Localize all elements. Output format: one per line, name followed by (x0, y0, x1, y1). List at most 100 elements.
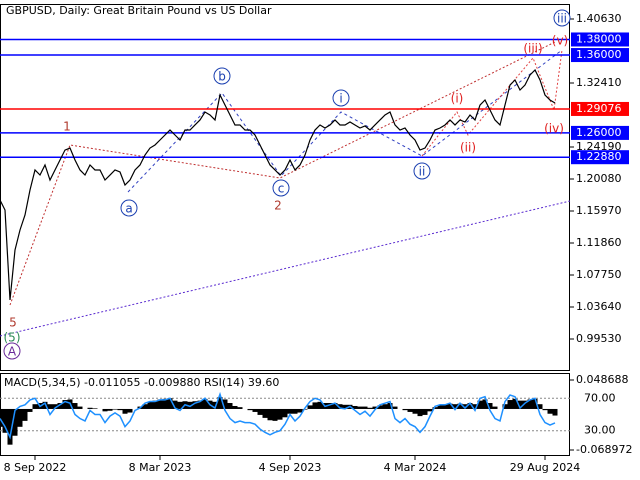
macd-bar (257, 408, 263, 415)
level-label-box (571, 150, 629, 165)
chart-title: GBPUSD, Daily: Great Britain Pound vs US… (6, 4, 272, 17)
wave-marker (3, 342, 21, 360)
macd-bar (502, 404, 508, 409)
macd-bar (427, 408, 433, 412)
rsi-line (0, 391, 556, 440)
macd-bar (337, 404, 343, 409)
macd-bar (297, 408, 303, 413)
macd-bar (72, 403, 78, 409)
macd-bar (517, 400, 523, 409)
indicator-title: MACD(5,34,5) -0.011055 -0.009880 RSI(14)… (4, 376, 279, 389)
macd-bar (432, 407, 438, 409)
y2-tick-label: 70.00 (584, 391, 616, 404)
macd-bar (392, 406, 398, 409)
macd-bar (122, 408, 128, 414)
macd-bar (92, 408, 98, 409)
macd-bar (112, 408, 118, 410)
macd-bar (477, 400, 483, 409)
macd-bar (227, 403, 233, 409)
macd-bar (452, 404, 458, 409)
macd-bar (357, 406, 363, 409)
level-label: 1.36000 (576, 48, 622, 61)
wave-label: 2 (274, 199, 282, 213)
wave-label: b (218, 70, 226, 84)
macd-bar (262, 408, 268, 418)
macd-bar (552, 408, 558, 416)
macd-bar (472, 404, 478, 409)
macd-bar (277, 408, 283, 420)
x-tick-label: 8 Sep 2022 (4, 461, 67, 474)
wave-path (9, 41, 556, 306)
macd-bar (482, 399, 488, 409)
macd-bar (377, 405, 383, 409)
y-tick-label: 1.24190 (576, 140, 622, 153)
macd-bar (217, 397, 223, 409)
level-label: 1.38000 (576, 32, 622, 45)
macd-bar (42, 401, 48, 409)
macd-bar (62, 400, 68, 409)
macd-bar (492, 406, 498, 409)
macd-bar (272, 408, 278, 421)
macd-bar (387, 403, 393, 409)
macd-bar (282, 408, 288, 418)
wave-label: i (339, 92, 342, 106)
macd-bar (467, 403, 473, 409)
macd-bar (512, 398, 518, 409)
macd-bar (437, 405, 443, 409)
wave-marker (213, 67, 231, 85)
macd-bar (417, 408, 423, 417)
macd-bar (27, 408, 33, 412)
macd-bar (317, 401, 323, 409)
wave-label: c (278, 182, 285, 196)
macd-bar (172, 400, 178, 409)
level-label-box (571, 125, 629, 140)
price-line (0, 68, 556, 301)
level-label: 1.22880 (576, 150, 622, 163)
macd-bar (202, 398, 208, 409)
wave-label: (iii) (523, 42, 542, 56)
macd-bar (412, 408, 418, 414)
wave-label: (i) (451, 92, 464, 106)
wave-label: (ii) (460, 141, 476, 155)
macd-bar (57, 403, 63, 409)
macd-bar (532, 398, 538, 409)
macd-bar (267, 408, 273, 421)
wave-label: iii (557, 12, 567, 26)
macd-bar (32, 404, 38, 409)
macd-bar (12, 408, 18, 436)
macd-bar (307, 405, 313, 409)
y-tick-label: -0.068972 (576, 443, 632, 456)
wave-marker (413, 162, 431, 180)
wave-path (127, 49, 563, 193)
y-tick-label: 0.99530 (576, 332, 622, 345)
macd-bar (372, 406, 378, 409)
macd-bar (237, 407, 243, 409)
macd-bar (147, 401, 153, 409)
y2-tick-label: 30.00 (584, 424, 616, 437)
macd-bar (547, 408, 553, 414)
macd-bar (232, 405, 238, 409)
macd-bar (527, 399, 533, 409)
macd-bar (542, 408, 548, 411)
macd-bar (447, 403, 453, 409)
level-label: 1.26000 (576, 126, 622, 139)
macd-bar (0, 408, 3, 427)
macd-bar (52, 404, 58, 409)
y-tick-label: 1.07750 (576, 268, 622, 281)
wave-marker (120, 199, 138, 217)
macd-bar (152, 400, 158, 409)
macd-bar (222, 399, 228, 409)
wave-label: a (125, 202, 132, 216)
macd-bar (332, 403, 338, 409)
wave-label: 1 (63, 120, 71, 134)
wave-path (421, 49, 563, 157)
macd-bar (17, 408, 23, 427)
level-label: 1.29076 (576, 102, 622, 115)
macd-bar (87, 407, 93, 409)
macd-bar (107, 408, 113, 411)
y-tick-label: 1.40630 (576, 12, 622, 25)
price-panel-frame (0, 4, 570, 371)
wave-label: (iv) (544, 122, 564, 136)
macd-bar (457, 403, 463, 409)
